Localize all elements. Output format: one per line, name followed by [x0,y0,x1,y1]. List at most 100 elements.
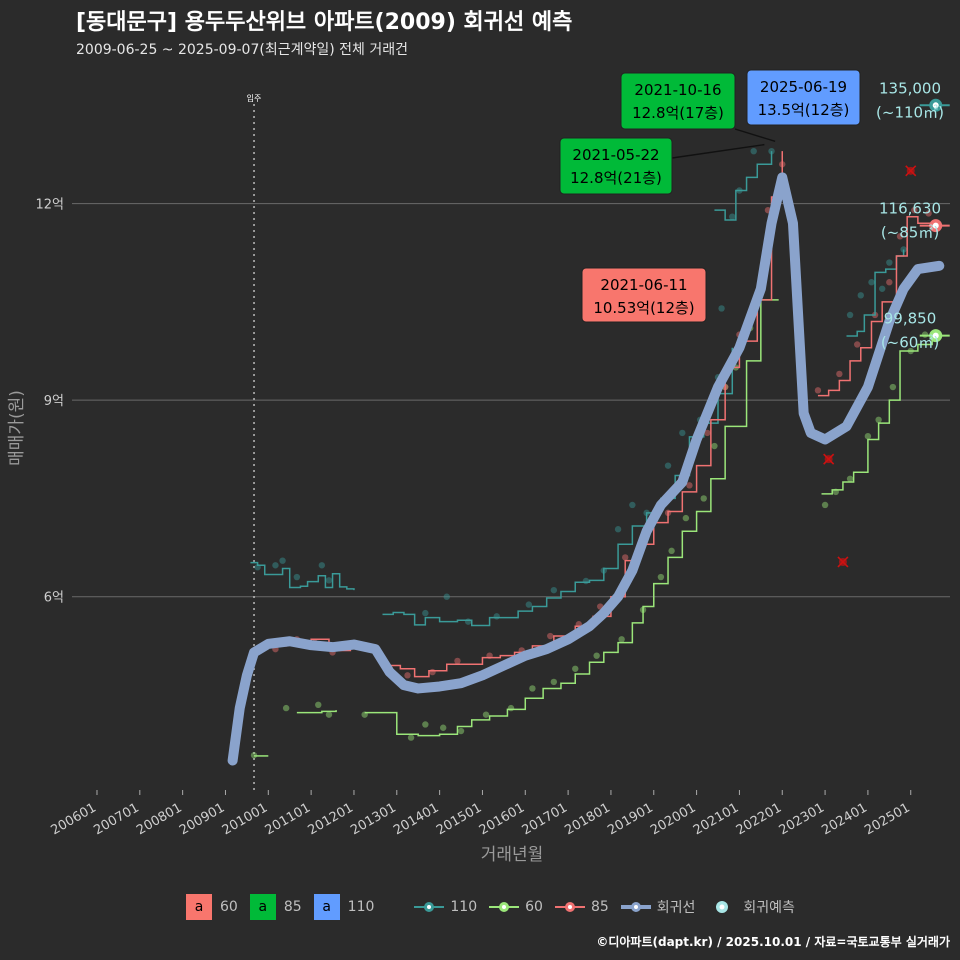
x-tick-label: 202101 [691,800,741,838]
legend-line-60: 60 [489,894,543,920]
scatter-point-60 [682,514,690,522]
scatter-point-85 [404,672,411,679]
legend-key-icon [489,902,520,912]
annotation-date: 2025-06-19 [760,78,847,96]
forecast-point-core [932,332,939,339]
scatter-point-110 [679,429,686,437]
forecast-area-label: (~110㎡) [876,103,944,121]
x-tick-label: 202401 [819,800,869,838]
x-tick-label: 201401 [391,800,441,838]
scatter-point-60 [700,495,707,502]
legend-box-label: 60 [220,899,238,915]
scatter-point-110 [857,292,864,299]
scatter-point-110 [878,285,886,292]
scatter-point-60 [529,685,536,692]
x-tick-label: 200801 [134,800,184,838]
scatter-point-110 [293,573,301,581]
scatter-point-110 [493,613,500,620]
scatter-point-85 [622,554,629,561]
scatter-point-60 [422,721,429,728]
regression-layer [227,172,945,766]
scatter-point-110 [422,609,429,617]
scatter-point-85 [547,632,554,640]
x-tick-label: 201801 [562,800,612,838]
annotation-leader [671,143,765,159]
series-line-110 [382,347,734,627]
scatter-point-85 [429,668,436,676]
legend-line-110: 110 [414,894,477,920]
legend-box-60: a 60 [186,894,238,920]
legend: a 60 a 85 a 110 110 60 85 회귀선 회귀예측 [186,894,807,920]
x-tick-label: 201601 [477,800,527,838]
legend-box-85: a 85 [249,894,302,920]
scatter-point-110 [868,279,875,286]
x-tick-label: 201301 [348,800,398,838]
series-line-85 [382,151,784,678]
legend-line-label: 110 [450,899,478,915]
series-line-60 [296,710,337,714]
scatter-point-110 [464,618,472,625]
line-layer [250,151,933,757]
x-tick-label: 200601 [48,800,98,838]
scatter-point-85 [704,429,711,437]
scatter-point-110 [582,577,590,585]
cancelled-x-mark [837,556,849,568]
scatter-point-110 [443,593,450,600]
annotation-price: 10.53억(12층) [593,299,694,317]
legend-key-icon [554,902,585,912]
move-in-label: 입주 [247,94,262,103]
annotation-price: 12.8억(17층) [632,104,724,122]
annotation-price: 13.5억(12층) [758,101,850,119]
scatter-point-60 [864,432,872,440]
scatter-point-60 [482,711,490,718]
scatter-point-110 [629,501,636,509]
scatter-point-110 [886,259,893,266]
annotation-date: 2021-06-11 [600,276,687,294]
legend-line-85: 85 [554,894,609,920]
legend-box-label: 110 [347,899,375,915]
legend-key-icon [620,902,651,912]
annotation-layer: 135,000 (~110㎡) 116,630 (~85㎡) 99,850 (~60㎡) 2… [559,69,944,352]
annotation-box [581,267,707,323]
scatter-point-85 [814,387,822,394]
scatter-point-60 [282,704,290,712]
scatter-point-60 [875,416,882,424]
x-tick-label: 202301 [777,800,827,838]
regression-line [227,172,945,766]
series-line-60 [821,335,933,495]
y-tick-label: 9억 [44,394,64,409]
scatter-point-110 [729,213,736,220]
annotation-box [746,69,861,126]
scatter-point-60 [593,652,600,659]
scatter-point-60 [407,734,415,741]
scatter-point-60 [657,573,665,581]
scatter-point-85 [925,210,932,217]
series-line-85 [817,215,933,397]
scatter-point-110 [718,305,725,312]
scatter-point-110 [846,311,854,319]
x-tick-label: 201101 [263,800,313,838]
forecast-value-label: 99,850 [884,310,937,328]
y-tick-label: 12억 [35,198,64,213]
scatter-point-60 [439,724,447,731]
legend-box-glyph: a [249,894,276,920]
scatter-point-110 [325,577,333,584]
scatter-point-85 [836,370,843,378]
marker-layer [823,98,950,568]
legend-line-label: 회귀예측 [743,900,795,916]
scatter-point-60 [711,442,718,450]
forecast-value-label: 116,630 [879,200,941,218]
scatter-point-110 [318,562,326,569]
x-tick-label: 202201 [734,800,784,838]
annotation-leader [734,128,776,143]
y-tick-label: 6억 [44,591,64,606]
x-tick-label: 201501 [434,800,484,838]
x-tick-label: 201701 [520,800,570,838]
annotation-price: 12.8억(21층) [570,169,662,187]
legend-key-icon [414,902,445,912]
forecast-value-label: 135,000 [879,79,941,97]
scatter-point-85 [911,206,918,214]
legend-line-regression: 회귀선 [620,894,695,920]
y-axis-title: 매매가(원) [7,390,27,466]
